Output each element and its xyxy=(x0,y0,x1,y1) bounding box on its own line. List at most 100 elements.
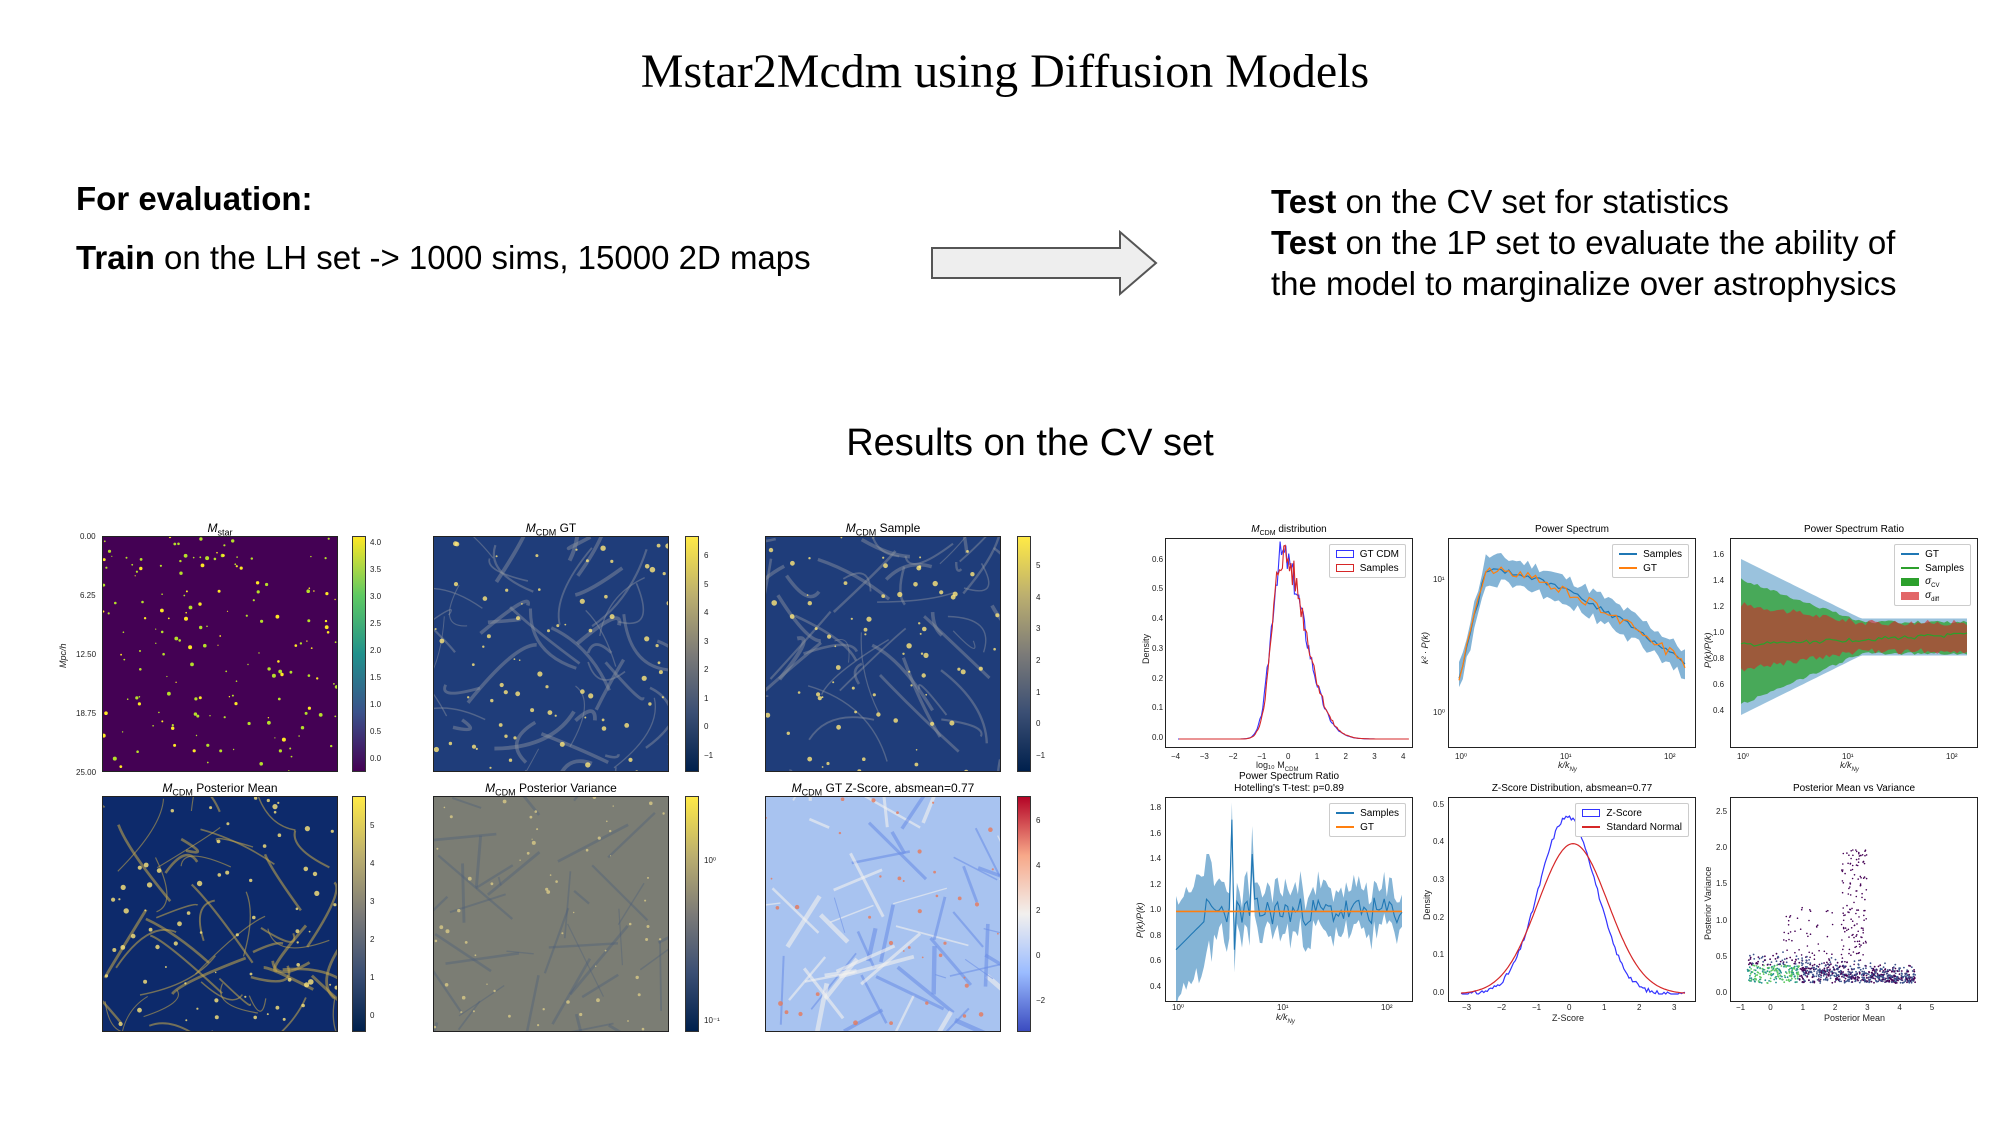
halo-point xyxy=(148,927,153,932)
scatter-point xyxy=(1804,974,1807,977)
filament xyxy=(567,537,580,562)
hotspot xyxy=(871,798,876,803)
star-point xyxy=(138,696,141,698)
scatter-point xyxy=(1755,974,1757,977)
y-tick: 12.50 xyxy=(76,650,97,659)
scatter-point xyxy=(1881,980,1884,983)
halo-point xyxy=(538,588,541,591)
scatter-point xyxy=(1778,977,1781,980)
scatter-point xyxy=(1794,930,1796,932)
colorbar-zscore xyxy=(1017,796,1031,1032)
scatter-point xyxy=(1851,974,1854,977)
scatter-point xyxy=(1780,965,1783,967)
scatter-point xyxy=(1910,966,1913,969)
halo-point xyxy=(554,714,557,717)
halo-point xyxy=(518,659,521,661)
scatter-point xyxy=(1807,935,1809,938)
y-axis-label: Density xyxy=(1422,889,1432,920)
halo-point xyxy=(556,624,560,628)
scatter-point xyxy=(1847,973,1850,976)
filament xyxy=(434,970,464,1015)
train-line: Train on the LH set -> 1000 sims, 15000 … xyxy=(76,239,811,276)
filament xyxy=(475,864,514,890)
scatter-point xyxy=(1823,978,1825,981)
star-point xyxy=(232,748,235,751)
scatter-point xyxy=(1800,954,1803,956)
scatter-point xyxy=(1885,980,1888,983)
cbar-tick: 5 xyxy=(704,579,709,589)
scatter-point xyxy=(1808,959,1810,961)
scatter-point xyxy=(1823,973,1826,975)
star-point xyxy=(171,726,175,730)
star-point xyxy=(206,761,209,764)
scatter-point xyxy=(1844,966,1846,969)
scatter-point xyxy=(1841,891,1844,894)
scatter-point xyxy=(1785,966,1787,968)
scatter-point xyxy=(1844,960,1846,963)
scatter-point xyxy=(1798,949,1800,951)
cbar-tick: 4 xyxy=(370,859,375,868)
scatter-point xyxy=(1896,970,1899,973)
star-point xyxy=(324,557,327,560)
scatter-point xyxy=(1789,965,1792,967)
star-point xyxy=(135,696,139,700)
scatter-point xyxy=(1852,968,1855,971)
star-point xyxy=(155,642,157,644)
plot-title-hotelling: Power Spectrum Ratio Hotelling's T-test: … xyxy=(1234,771,1344,794)
scatter-point xyxy=(1853,924,1856,927)
scatter-point xyxy=(1860,877,1862,879)
scatter-point xyxy=(1858,971,1861,974)
scatter-point xyxy=(1910,981,1913,984)
scatter-point xyxy=(1763,959,1766,962)
star-point xyxy=(139,650,141,652)
x-tick: 10⁰ xyxy=(1455,752,1468,761)
star-point xyxy=(267,717,270,719)
halo-point xyxy=(196,880,203,887)
star-point xyxy=(217,644,219,646)
filament xyxy=(835,944,896,973)
star-point xyxy=(162,652,165,656)
scatter-point xyxy=(1767,973,1770,976)
scatter-point xyxy=(1912,980,1915,982)
scatter-point xyxy=(1838,980,1841,983)
star-point xyxy=(289,670,293,674)
hotspot xyxy=(794,904,800,910)
halo-point xyxy=(225,870,230,875)
y-tick: 0.5 xyxy=(1433,799,1445,809)
scatter-point xyxy=(1774,958,1777,960)
halo-point xyxy=(908,670,911,673)
scatter-point xyxy=(1789,915,1792,917)
filament xyxy=(890,830,907,855)
x-tick: 2 xyxy=(1343,752,1348,761)
halo-point xyxy=(333,903,337,907)
halo-point xyxy=(662,572,666,576)
halo-point xyxy=(647,876,649,879)
y-tick: 0.4 xyxy=(1152,614,1164,624)
scatter-point xyxy=(1788,916,1791,918)
scatter-point xyxy=(1862,932,1864,934)
test-1p-line: Test on the 1P set to evaluate the abili… xyxy=(1271,224,1897,302)
star-point xyxy=(114,601,117,605)
scatter-point xyxy=(1781,978,1783,981)
scatter-point xyxy=(1851,864,1854,867)
halo-point xyxy=(235,933,239,937)
scatter-point xyxy=(1757,980,1760,982)
scatter-point xyxy=(1756,974,1759,976)
filament xyxy=(860,538,911,559)
star-point xyxy=(185,611,187,614)
scatter-point xyxy=(1881,976,1884,979)
filament xyxy=(983,923,990,987)
gt-line xyxy=(1458,566,1686,681)
filament xyxy=(817,557,891,601)
halo-point xyxy=(836,724,841,730)
filament xyxy=(115,928,177,969)
filament xyxy=(434,707,486,721)
scatter-point xyxy=(1760,982,1763,984)
cbar-tick: 0 xyxy=(370,1011,375,1020)
halo-point xyxy=(489,766,492,769)
x-tick: 4 xyxy=(1401,752,1406,761)
star-point xyxy=(194,697,198,701)
x-tick: −1 xyxy=(1736,1003,1746,1012)
scatter-point xyxy=(1804,980,1806,982)
halo-point xyxy=(637,993,641,997)
